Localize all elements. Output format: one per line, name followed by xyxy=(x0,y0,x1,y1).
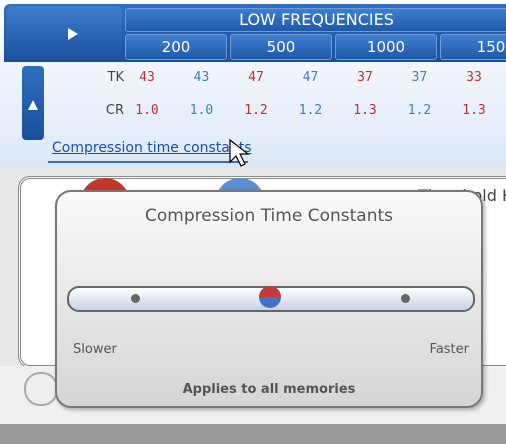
cell-value: 37 xyxy=(357,70,373,85)
cell-value: 1.3 xyxy=(462,103,486,118)
cell-value: 43 xyxy=(193,70,210,85)
faster-label: Faster xyxy=(429,342,469,357)
cell-value: 1.2 xyxy=(244,103,268,118)
slider-stop[interactable] xyxy=(401,294,410,303)
row-label: CR xyxy=(105,103,124,118)
cell-value: 1.2 xyxy=(298,103,323,118)
cell-value: 1.3 xyxy=(353,103,377,118)
frequency: 200 xyxy=(125,34,227,60)
frequency: 150 xyxy=(440,34,506,60)
popup-note: Applies to all memories xyxy=(182,382,356,397)
cell-value: 1.2 xyxy=(407,103,432,118)
popup: Compression Time Constants Slower Faster… xyxy=(55,190,483,408)
cell-value: 33 xyxy=(466,70,482,85)
band-title: LOW FREQUENCIES xyxy=(125,8,506,32)
cell-value: 47 xyxy=(248,70,264,85)
divider xyxy=(48,161,248,163)
frequency: 500 xyxy=(230,34,332,60)
cell-value: 37 xyxy=(411,70,428,85)
cell-value: 1.0 xyxy=(189,103,214,118)
row-label: TK xyxy=(107,70,124,85)
cell-value: 47 xyxy=(302,70,319,85)
link[interactable]: Compression time constants xyxy=(52,140,252,156)
popup-title: Compression Time Constants xyxy=(144,206,393,226)
round-button[interactable] xyxy=(24,372,58,406)
slider-stop[interactable] xyxy=(131,294,140,303)
play-icon xyxy=(68,28,78,40)
cursor xyxy=(229,138,250,167)
cell-value: 43 xyxy=(139,70,155,85)
slower-label: Slower xyxy=(73,342,117,357)
play-button[interactable] xyxy=(6,6,122,60)
status-bar xyxy=(0,424,506,444)
cell-value: 1.0 xyxy=(135,103,159,118)
up-icon xyxy=(28,100,38,110)
collapse-button[interactable] xyxy=(22,66,44,140)
frequency: 1000 xyxy=(335,34,437,60)
slider-thumb[interactable] xyxy=(259,286,281,308)
